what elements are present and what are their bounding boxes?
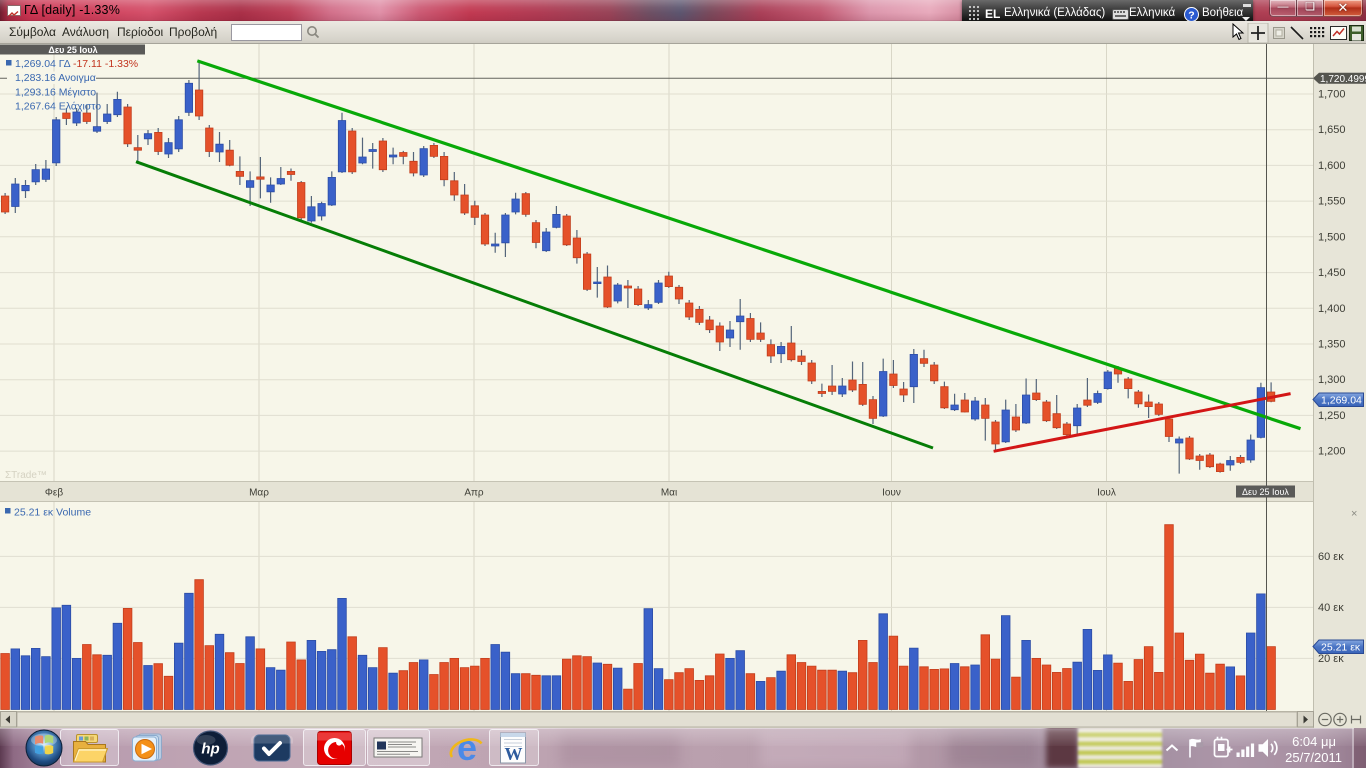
- svg-text:1,700: 1,700: [1318, 89, 1346, 101]
- svg-text:Ιουν: Ιουν: [882, 488, 901, 499]
- svg-text:hp: hp: [201, 741, 219, 758]
- svg-text:25.21 εκ: 25.21 εκ: [1321, 642, 1361, 654]
- svg-text:1,250: 1,250: [1318, 410, 1346, 422]
- svg-text:1,269.04 ΓΔ -17.11 -1.33%: 1,269.04 ΓΔ -17.11 -1.33%: [15, 58, 138, 70]
- svg-text:Απρ: Απρ: [464, 488, 484, 499]
- svg-text:25/7/2011: 25/7/2011: [1285, 750, 1342, 765]
- svg-text:W: W: [505, 744, 523, 764]
- svg-text:1,283.16 Ανοιγμα: 1,283.16 Ανοιγμα: [15, 72, 96, 84]
- svg-text:1,293.16 Μέγιστο: 1,293.16 Μέγιστο: [15, 86, 96, 98]
- svg-text:Μαι: Μαι: [661, 488, 677, 499]
- svg-text:1,720.4999: 1,720.4999: [1320, 74, 1366, 85]
- svg-text:1,269.04: 1,269.04: [1321, 395, 1362, 407]
- svg-text:Ιουλ: Ιουλ: [1097, 488, 1116, 499]
- svg-text:Φεβ: Φεβ: [45, 488, 63, 499]
- svg-text:×: ×: [1351, 508, 1357, 520]
- svg-text:?: ?: [1188, 10, 1194, 22]
- svg-text:1,400: 1,400: [1318, 303, 1346, 315]
- svg-text:20 εκ: 20 εκ: [1318, 653, 1344, 665]
- svg-text:Μαρ: Μαρ: [249, 488, 269, 499]
- svg-text:1,550: 1,550: [1318, 196, 1346, 208]
- svg-text:60 εκ: 60 εκ: [1318, 551, 1344, 563]
- svg-text:1,200: 1,200: [1318, 446, 1346, 458]
- svg-text:Δευ 25 Ιουλ: Δευ 25 Ιουλ: [48, 45, 97, 55]
- svg-text:1,600: 1,600: [1318, 160, 1346, 172]
- svg-text:1,650: 1,650: [1318, 124, 1346, 136]
- svg-text:1,450: 1,450: [1318, 267, 1346, 279]
- svg-text:ΣTrade™: ΣTrade™: [5, 470, 47, 481]
- svg-text:1,500: 1,500: [1318, 231, 1346, 243]
- svg-text:40 εκ: 40 εκ: [1318, 602, 1344, 614]
- svg-text:25.21 εκ Volume: 25.21 εκ Volume: [14, 507, 91, 519]
- svg-text:1,300: 1,300: [1318, 374, 1346, 386]
- svg-text:e: e: [457, 728, 477, 768]
- svg-text:1,350: 1,350: [1318, 339, 1346, 351]
- svg-text:Δευ 25 Ιουλ: Δευ 25 Ιουλ: [1242, 487, 1289, 497]
- svg-text:1,267.64 Ελάχιστο: 1,267.64 Ελάχιστο: [15, 101, 101, 113]
- svg-text:6:04 μμ: 6:04 μμ: [1292, 734, 1336, 749]
